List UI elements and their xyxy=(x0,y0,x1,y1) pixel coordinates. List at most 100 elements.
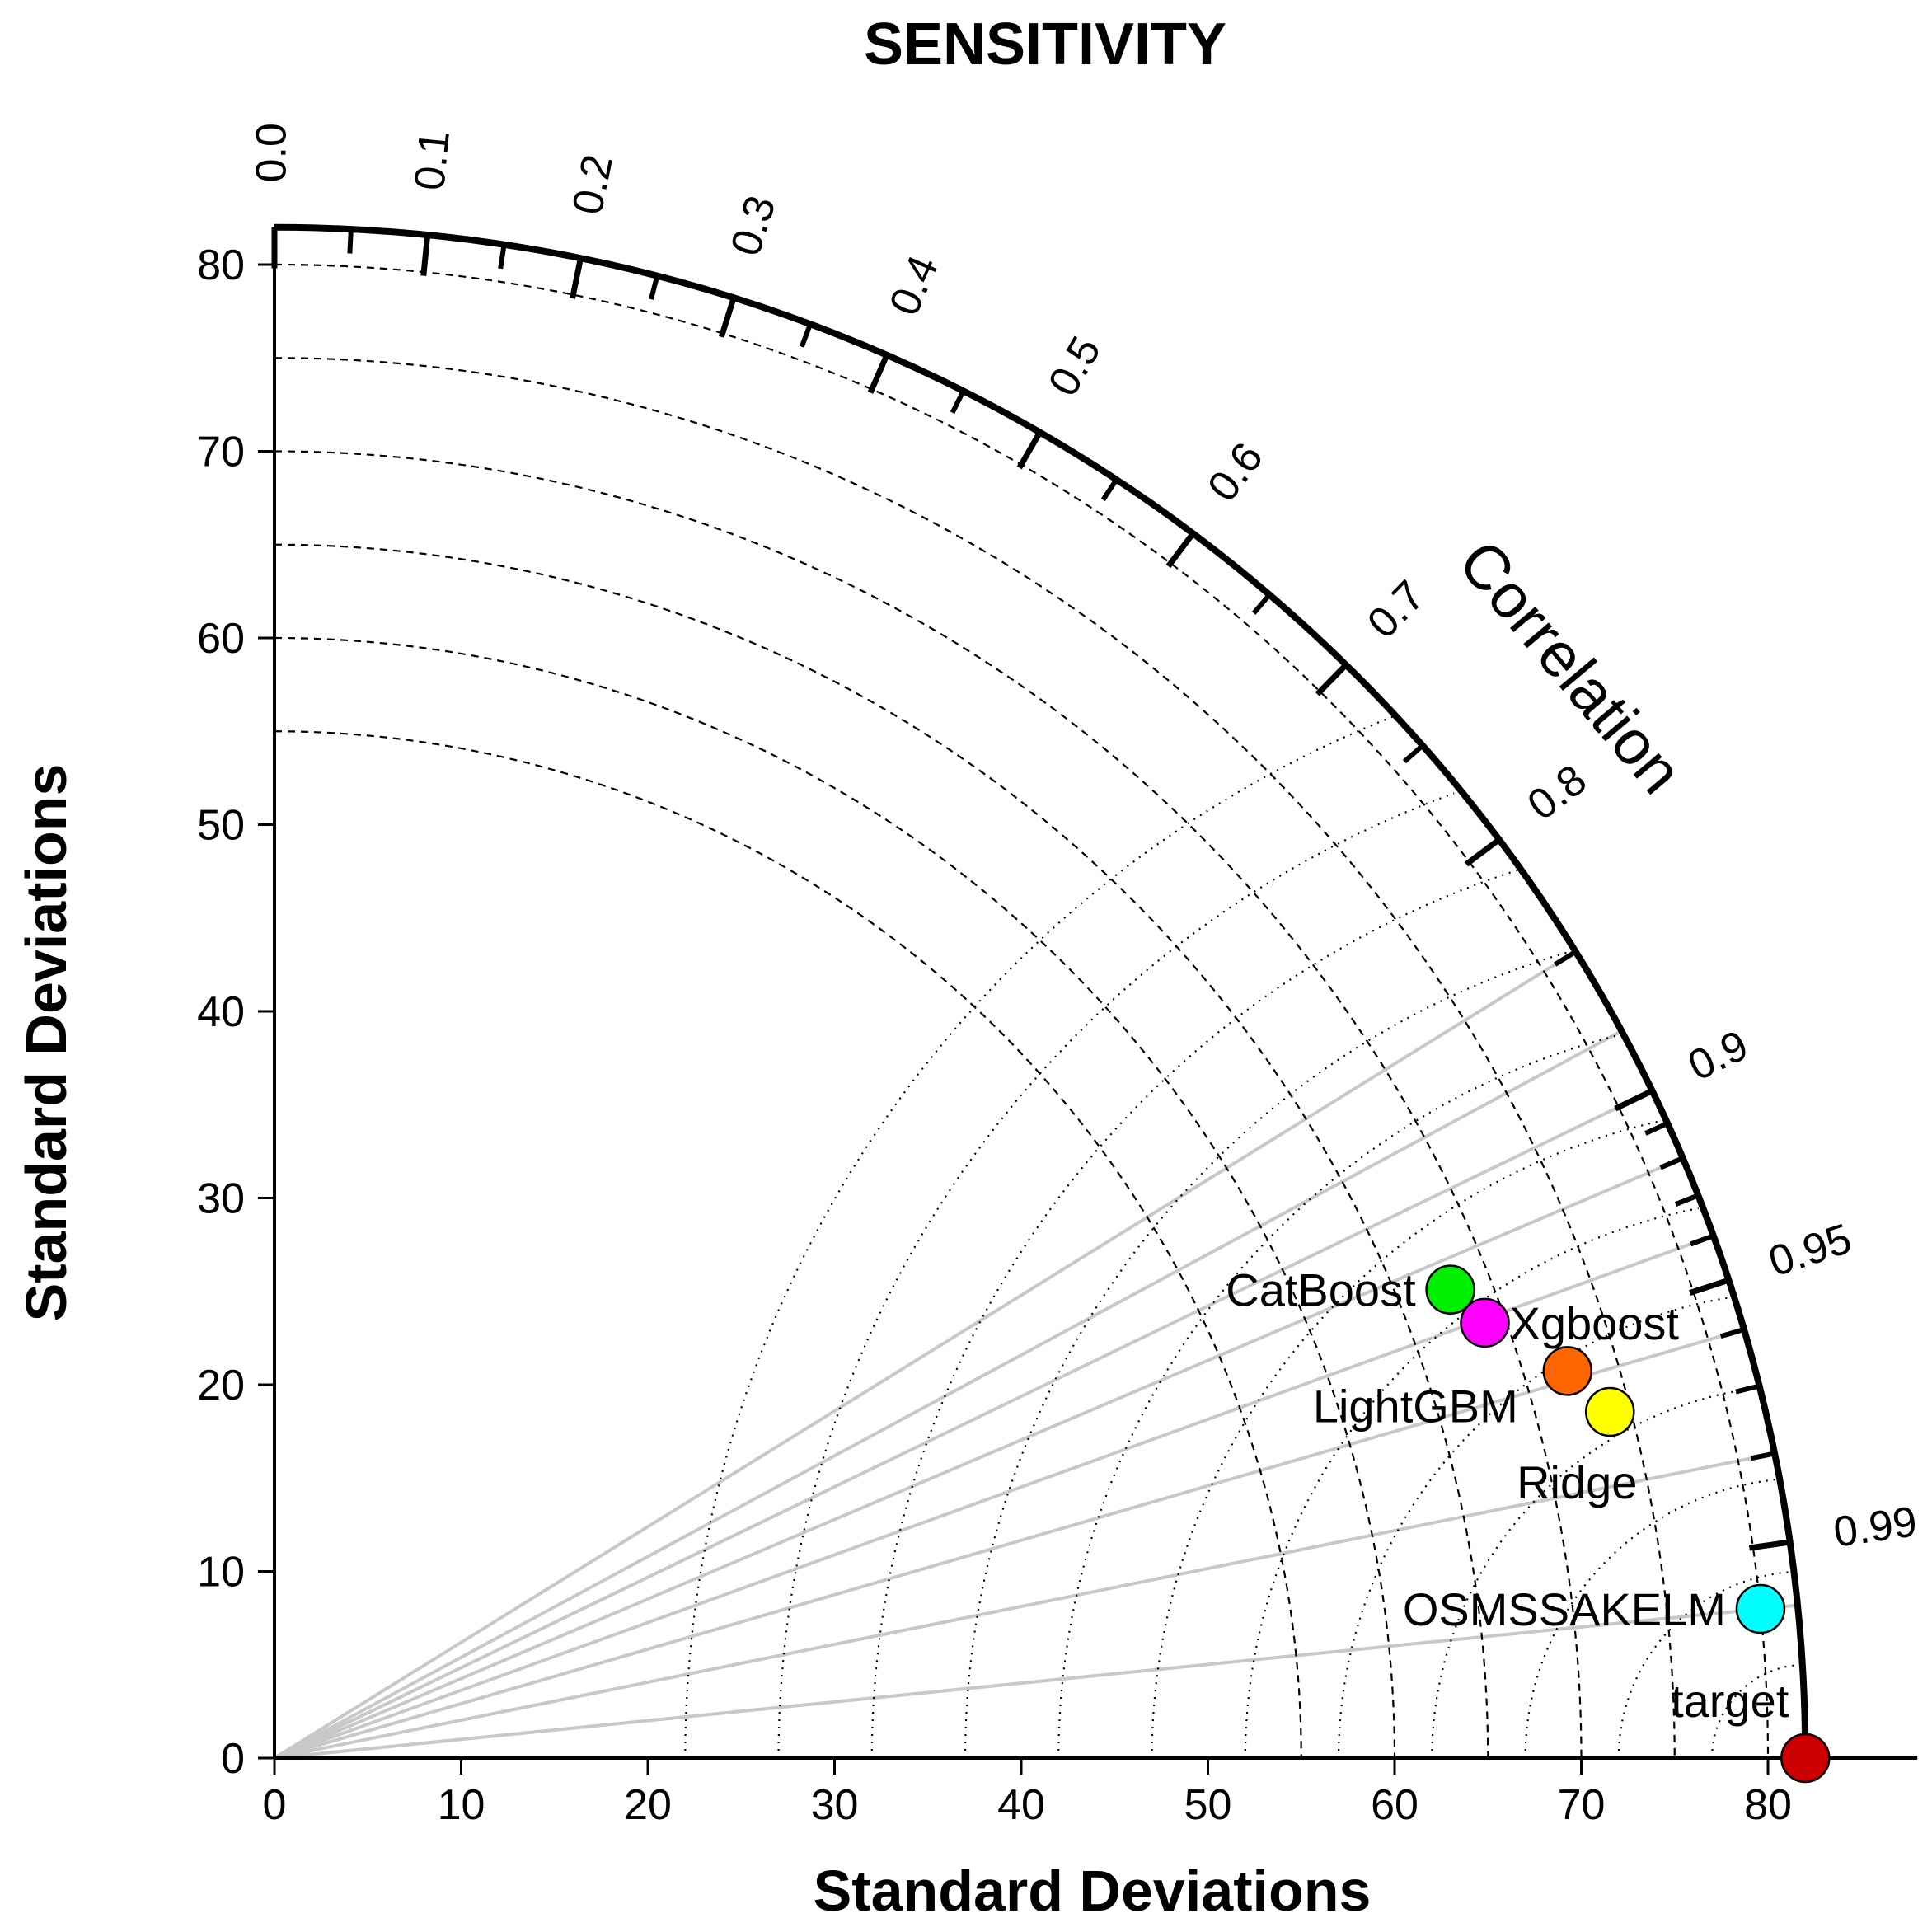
x-tick-label: 40 xyxy=(997,1781,1045,1829)
model-point xyxy=(1735,1583,1786,1634)
x-tick-label: 20 xyxy=(624,1781,672,1829)
correlation-major-tick xyxy=(1464,837,1501,867)
x-tick-label: 70 xyxy=(1558,1781,1606,1829)
correlation-minor-tick xyxy=(1690,1233,1714,1247)
chart-title: SENSITIVITY xyxy=(864,12,1226,77)
rms-arc xyxy=(684,715,1395,1759)
x-tick-label: 10 xyxy=(438,1781,485,1829)
correlation-tick-label: 0.9 xyxy=(1681,1021,1755,1090)
model-point xyxy=(1585,1386,1635,1437)
std-arc xyxy=(274,730,1302,1759)
correlation-major-tick xyxy=(718,297,737,338)
x-tick-label: 80 xyxy=(1744,1781,1792,1829)
correlation-tick-label: 0.5 xyxy=(1039,329,1110,405)
x-tick-label: 30 xyxy=(811,1781,859,1829)
correlation-tick-label: 0.6 xyxy=(1198,434,1273,510)
x-tick-label: 0 xyxy=(263,1781,287,1829)
model-label: OSMSSAKELM xyxy=(1403,1583,1726,1635)
model-label: Ridge xyxy=(1517,1456,1637,1508)
correlation-minor-tick xyxy=(1659,1156,1684,1170)
model-point xyxy=(1542,1346,1593,1396)
correlation-tick-label: 0.0 xyxy=(248,123,296,182)
model-label: target xyxy=(1671,1675,1789,1727)
model-point xyxy=(1780,1733,1831,1784)
correlation-tick-label: 0.2 xyxy=(564,151,622,218)
std-arc xyxy=(274,450,1583,1759)
y-tick-label: 40 xyxy=(197,988,245,1036)
x-axis-title: Standard Deviations xyxy=(814,1859,1372,1923)
correlation-tick-label: 0.3 xyxy=(722,190,785,261)
correlation-tick-label: 0.7 xyxy=(1358,572,1434,648)
correlation-tick-label: 0.1 xyxy=(406,129,459,193)
correlation-ray xyxy=(274,1029,1623,1760)
points-layer xyxy=(1425,1264,1831,1784)
y-tick-label: 80 xyxy=(197,242,245,289)
rms-arc xyxy=(964,950,1574,1759)
correlation-minor-tick xyxy=(1735,1383,1761,1395)
correlation-minor-tick xyxy=(1554,950,1578,967)
correlation-minor-tick xyxy=(950,390,966,415)
y-tick-label: 70 xyxy=(197,429,245,476)
y-tick-label: 50 xyxy=(197,802,245,850)
y-tick-label: 10 xyxy=(197,1549,245,1597)
correlation-ray xyxy=(274,1089,1653,1760)
correlation-tick-label: 0.99 xyxy=(1831,1498,1920,1557)
correlation-ray xyxy=(274,1603,1798,1760)
std-arc xyxy=(274,636,1396,1759)
correlation-minor-tick xyxy=(649,274,660,300)
model-label: LightGBM xyxy=(1313,1380,1518,1432)
correlation-major-tick xyxy=(1315,663,1348,696)
y-tick-label: 60 xyxy=(197,615,245,663)
correlation-minor-tick xyxy=(1674,1193,1700,1207)
axes-layer xyxy=(258,223,1918,1775)
rms-arc xyxy=(777,792,1455,1759)
correlation-minor-tick xyxy=(498,244,507,270)
correlation-major-tick xyxy=(570,257,584,299)
rms-arc xyxy=(1431,1386,1757,1758)
std-arc xyxy=(274,543,1489,1759)
rms-arc xyxy=(1244,1207,1699,1758)
y-tick-label: 20 xyxy=(197,1362,245,1409)
correlation-major-tick xyxy=(867,354,890,394)
correlation-minor-tick xyxy=(347,228,354,254)
correlation-minor-tick xyxy=(1719,1327,1745,1339)
correlation-ray xyxy=(274,1328,1745,1760)
rms-arc xyxy=(1711,1663,1803,1758)
correlation-minor-tick xyxy=(799,323,813,348)
correlation-ray xyxy=(274,1451,1775,1760)
rms-arc xyxy=(1337,1296,1733,1759)
model-label: Xgboost xyxy=(1510,1297,1680,1349)
correlation-minor-tick xyxy=(1100,478,1119,502)
model-label: CatBoost xyxy=(1226,1264,1416,1316)
correlation-major-tick xyxy=(1689,1277,1730,1296)
y-tick-label: 30 xyxy=(197,1175,245,1223)
x-tick-label: 50 xyxy=(1184,1781,1232,1829)
rms-arc xyxy=(1617,1570,1794,1758)
correlation-ray xyxy=(273,950,1577,1760)
correlation-minor-tick xyxy=(1251,593,1272,615)
correlation-minor-tick xyxy=(1644,1121,1669,1136)
model-point xyxy=(1425,1264,1475,1315)
correlation-tick-label: 0.4 xyxy=(880,249,948,322)
y-tick-label: 0 xyxy=(221,1735,245,1783)
x-tick-label: 60 xyxy=(1371,1781,1419,1829)
correlation-major-tick xyxy=(1165,532,1196,569)
correlation-major-tick xyxy=(1016,430,1043,470)
correlation-major-tick xyxy=(420,234,431,276)
correlation-minor-tick xyxy=(1402,743,1424,764)
correlation-tick-label: 0.8 xyxy=(1519,756,1596,830)
correlation-arc xyxy=(274,223,1809,1759)
grid-layer xyxy=(273,263,1803,1760)
correlation-minor-tick xyxy=(1750,1451,1775,1461)
y-axis-title: Standard Deviations xyxy=(14,764,78,1322)
model-point xyxy=(1460,1297,1510,1348)
correlation-major-tick xyxy=(1748,1539,1791,1551)
labels-layer: 00 10 10 20 20 30 30 40 40 50 50 60 60 70 70 80 80 0.0 0.1… xyxy=(197,123,1920,1829)
rms-arc xyxy=(1057,1034,1619,1758)
rms-arc xyxy=(870,869,1517,1758)
correlation-major-tick xyxy=(1614,1088,1654,1112)
std-arc xyxy=(274,263,1770,1759)
correlation-tick-label: 0.95 xyxy=(1763,1215,1857,1287)
correlation-ray xyxy=(274,1156,1684,1760)
